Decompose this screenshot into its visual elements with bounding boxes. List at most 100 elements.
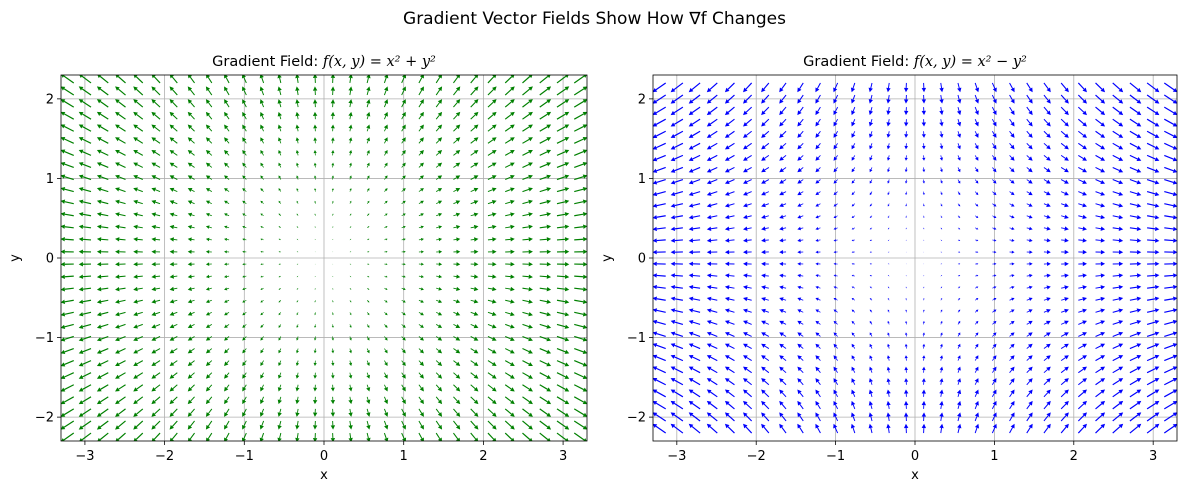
vector-arrow (957, 310, 960, 313)
vector-arrow (418, 384, 422, 389)
vector-arrow-head (546, 412, 552, 417)
vector-arrow (522, 213, 529, 217)
vector-arrow (418, 432, 423, 439)
vector-arrow-head (313, 137, 317, 141)
vector-arrow-head (313, 175, 317, 178)
vector-arrow-head (1100, 296, 1106, 302)
vector-arrow-head (1118, 378, 1124, 383)
vector-arrow-head (903, 412, 909, 417)
vector-arrow-head (653, 87, 658, 93)
vector-arrow-head (670, 110, 676, 116)
vector-arrow-head (473, 311, 479, 316)
vector-arrow-head (384, 349, 388, 354)
vector-arrow (171, 76, 178, 84)
vector-arrow-head (242, 324, 246, 328)
vector-arrow (487, 348, 494, 352)
vector-arrow-head (743, 145, 748, 150)
vector-arrow (366, 420, 369, 426)
vector-arrow-head (779, 226, 784, 231)
vector-arrow (1009, 82, 1014, 89)
vector-arrow-head (941, 251, 943, 253)
vector-arrow (728, 368, 735, 374)
vector-arrow (505, 323, 511, 327)
vector-arrow-head (939, 423, 944, 429)
vector-arrow-head (1100, 412, 1106, 417)
vector-arrow-head (779, 261, 784, 266)
vector-arrow-head (1028, 133, 1033, 138)
vector-arrow (539, 75, 549, 84)
vector-arrow-head (779, 366, 784, 372)
vector-arrow-head (1155, 273, 1160, 278)
vector-arrow (173, 214, 178, 217)
vector-arrow (1077, 414, 1085, 422)
vector-arrow-head (528, 86, 533, 91)
vector-arrow (100, 287, 109, 290)
vector-arrow-head (583, 224, 587, 229)
vector-arrow (487, 76, 495, 84)
vector-arrow (574, 213, 584, 217)
vector-arrow (1146, 321, 1156, 325)
vector-arrow-head (582, 99, 587, 104)
vector-arrow-head (868, 99, 873, 104)
vector-arrow (155, 299, 161, 302)
vector-arrow (781, 426, 787, 434)
vector-arrow (656, 154, 666, 160)
vector-arrow-head (957, 157, 961, 161)
vector-arrow (1043, 142, 1048, 147)
vector-arrow (366, 152, 369, 156)
vector-arrow-head (151, 286, 156, 292)
vector-arrow (764, 368, 770, 374)
vector-arrow (834, 82, 839, 89)
vector-arrow-head (706, 273, 712, 278)
vector-arrow (710, 333, 718, 337)
vector-arrow-head (939, 122, 944, 127)
vector-arrow (957, 167, 960, 170)
vector-arrow-head (1064, 156, 1069, 161)
vector-arrow-head (922, 204, 925, 207)
vector-arrow (1009, 298, 1012, 301)
vector-arrow-head (564, 137, 570, 142)
vector-arrow (539, 432, 549, 441)
vector-arrow-head (1172, 122, 1177, 127)
vector-arrow (1095, 82, 1103, 90)
vector-arrow-head (922, 157, 926, 161)
vector-arrow-head (437, 149, 443, 155)
vector-arrow (418, 115, 422, 120)
vector-arrow (674, 203, 684, 207)
vector-arrow (1112, 227, 1120, 230)
vector-arrow-head (761, 214, 766, 219)
vector-arrow-head (921, 423, 927, 429)
vector-arrow (349, 324, 351, 327)
vector-arrow (974, 346, 977, 349)
vector-arrow-head (169, 86, 175, 92)
vector-arrow (487, 396, 494, 402)
vector-arrow-head (1172, 423, 1177, 429)
vector-arrow (539, 238, 547, 241)
vector-arrow (401, 360, 404, 364)
vector-arrow (81, 100, 92, 108)
vector-arrow-head (437, 86, 443, 92)
vector-arrow (244, 214, 247, 217)
vector-arrow-head (1064, 378, 1069, 383)
vector-arrow-head (583, 75, 587, 78)
vector-arrow-head (921, 145, 926, 150)
vector-arrow (487, 201, 493, 205)
vector-arrow (522, 384, 530, 390)
vector-arrow-head (743, 99, 748, 104)
vector-arrow (153, 76, 161, 84)
vector-arrow-head (278, 149, 282, 154)
vector-arrow (746, 380, 752, 386)
vector-arrow-head (546, 374, 552, 379)
vector-arrow (453, 311, 457, 315)
vector-arrow-head (492, 437, 497, 441)
vector-arrow-head (724, 273, 730, 278)
vector-arrow-head (653, 378, 658, 382)
vector-arrow-head (224, 287, 228, 291)
vector-arrow-head (974, 412, 979, 418)
vector-arrow (117, 76, 126, 84)
vector-arrow-head (1136, 168, 1142, 173)
vector-arrow-head (510, 299, 515, 304)
vector-arrow-head (61, 249, 65, 254)
vector-arrow-head (833, 239, 837, 242)
